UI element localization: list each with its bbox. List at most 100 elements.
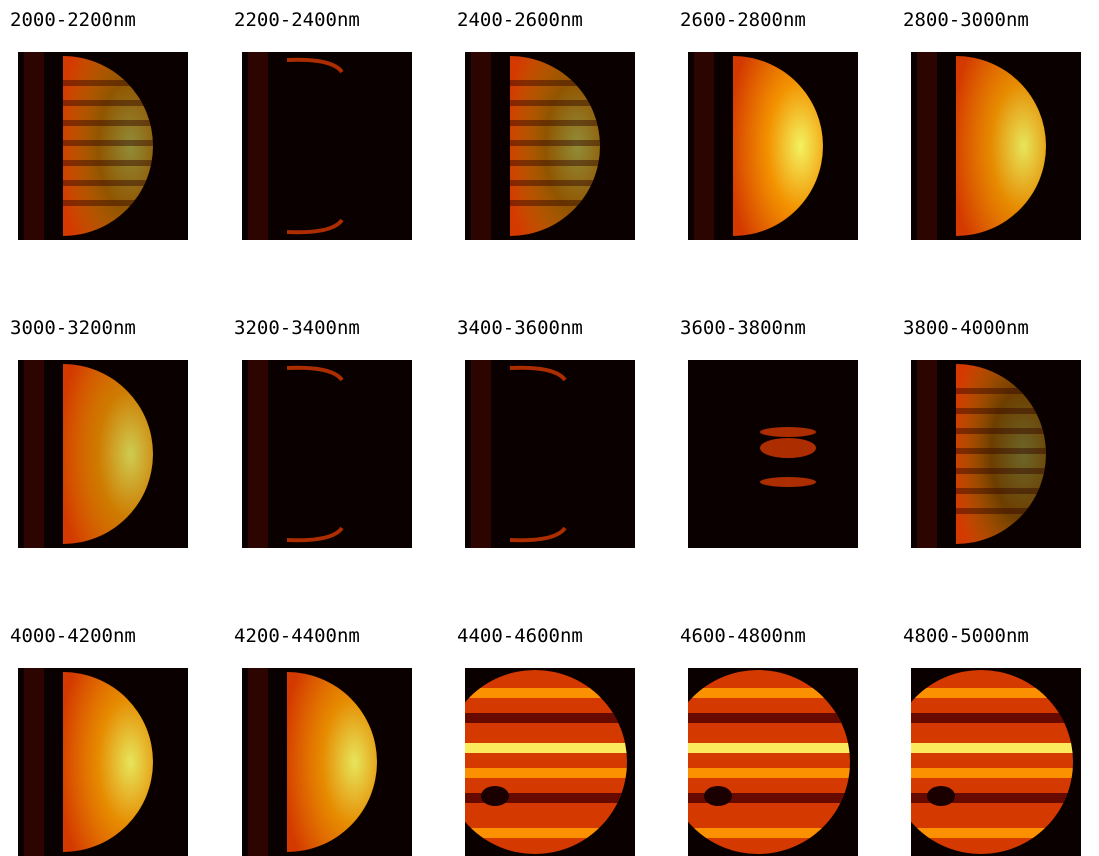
planet-disk <box>510 56 600 236</box>
cloud-band <box>911 688 1073 698</box>
planet-disk <box>63 364 153 544</box>
jupiter-thermal-image <box>465 360 635 548</box>
jupiter-thermal-image <box>18 52 188 240</box>
jupiter-thermal-image <box>688 668 858 856</box>
jupiter-thermal-image <box>688 52 858 240</box>
wavelength-label: 2800-3000nm <box>903 9 1029 31</box>
cloud-band <box>465 768 627 778</box>
cloud-band <box>510 80 600 86</box>
cloud-band <box>956 388 1046 394</box>
noise-strip <box>917 52 937 240</box>
limb-glow-top <box>286 365 344 382</box>
spectral-panel: 2800-3000nm <box>903 8 1099 240</box>
dark-spot <box>481 786 509 806</box>
jupiter-thermal-image <box>911 360 1081 548</box>
planet-disk <box>956 56 1046 236</box>
cloud-band <box>63 80 153 86</box>
noise-strip <box>694 52 714 240</box>
spectral-panel: 4400-4600nm <box>457 624 657 856</box>
spectral-panel: 3200-3400nm <box>234 316 434 548</box>
cloud-band <box>911 793 1073 803</box>
spectral-panel: 2600-2800nm <box>680 8 880 240</box>
cloud-band <box>956 448 1046 454</box>
cloud-band <box>956 428 1046 434</box>
spectral-panel: 3600-3800nm <box>680 316 880 548</box>
jupiter-thermal-image <box>465 52 635 240</box>
wavelength-label: 4400-4600nm <box>457 625 583 647</box>
cloud-band <box>465 713 627 723</box>
cloud-band <box>911 768 1073 778</box>
jupiter-thermal-image <box>242 668 412 856</box>
cloud-band <box>911 828 1073 838</box>
jupiter-thermal-image <box>465 668 635 856</box>
dark-spot <box>927 786 955 806</box>
spectral-panel: 2400-2600nm <box>457 8 657 240</box>
cloud-band <box>510 120 600 126</box>
jupiter-thermal-image <box>18 668 188 856</box>
spectral-panel: 2200-2400nm <box>234 8 434 240</box>
cloud-band <box>63 180 153 186</box>
cloud-band <box>465 743 627 753</box>
cloud-band <box>688 713 850 723</box>
noise-strip <box>24 668 44 856</box>
spectral-panel: 3400-3600nm <box>457 316 657 548</box>
noise-strip <box>248 668 268 856</box>
cloud-band <box>63 100 153 106</box>
emission-spot <box>760 427 816 437</box>
wavelength-label: 4800-5000nm <box>903 625 1029 647</box>
cloud-band <box>688 793 850 803</box>
jupiter-thermal-image <box>911 668 1081 856</box>
dark-spot <box>704 786 732 806</box>
limb-glow-bottom <box>286 218 344 235</box>
cloud-band <box>465 828 627 838</box>
wavelength-label: 2200-2400nm <box>234 9 360 31</box>
limb-glow-top <box>509 365 567 382</box>
jupiter-thermal-image <box>18 360 188 548</box>
spectral-panel: 4800-5000nm <box>903 624 1099 856</box>
cloud-band <box>688 688 850 698</box>
wavelength-label: 2600-2800nm <box>680 9 806 31</box>
cloud-band <box>510 100 600 106</box>
noise-strip <box>471 52 491 240</box>
noise-strip <box>248 360 268 548</box>
planet-disk <box>63 56 153 236</box>
jupiter-thermal-image <box>911 52 1081 240</box>
noise-strip <box>471 360 491 548</box>
planet-disk <box>956 364 1046 544</box>
jupiter-thermal-image <box>242 360 412 548</box>
wavelength-label: 3000-3200nm <box>10 317 136 339</box>
noise-strip <box>24 52 44 240</box>
cloud-band <box>63 200 153 206</box>
planet-disk <box>733 56 823 236</box>
cloud-band <box>510 200 600 206</box>
planet-disk <box>63 672 153 852</box>
cloud-band <box>510 160 600 166</box>
cloud-band <box>63 120 153 126</box>
spectral-panel: 3800-4000nm <box>903 316 1099 548</box>
wavelength-label: 2400-2600nm <box>457 9 583 31</box>
cloud-band <box>510 140 600 146</box>
cloud-band <box>510 180 600 186</box>
jupiter-thermal-image <box>688 360 858 548</box>
wavelength-label: 3600-3800nm <box>680 317 806 339</box>
cloud-band <box>956 408 1046 414</box>
cloud-band <box>956 488 1046 494</box>
cloud-band <box>688 828 850 838</box>
limb-glow-bottom <box>509 526 567 543</box>
spectral-panel: 2000-2200nm <box>10 8 210 240</box>
cloud-band <box>465 793 627 803</box>
cloud-band <box>688 768 850 778</box>
limb-glow-bottom <box>286 526 344 543</box>
spectral-panel: 4200-4400nm <box>234 624 434 856</box>
limb-glow-top <box>286 57 344 74</box>
wavelength-label: 2000-2200nm <box>10 9 136 31</box>
jupiter-thermal-image <box>242 52 412 240</box>
spectral-panel: 3000-3200nm <box>10 316 210 548</box>
noise-strip <box>24 360 44 548</box>
cloud-band <box>911 743 1073 753</box>
cloud-band <box>63 160 153 166</box>
spectral-panel: 4600-4800nm <box>680 624 880 856</box>
planet-disk <box>287 672 377 852</box>
cloud-band <box>956 468 1046 474</box>
